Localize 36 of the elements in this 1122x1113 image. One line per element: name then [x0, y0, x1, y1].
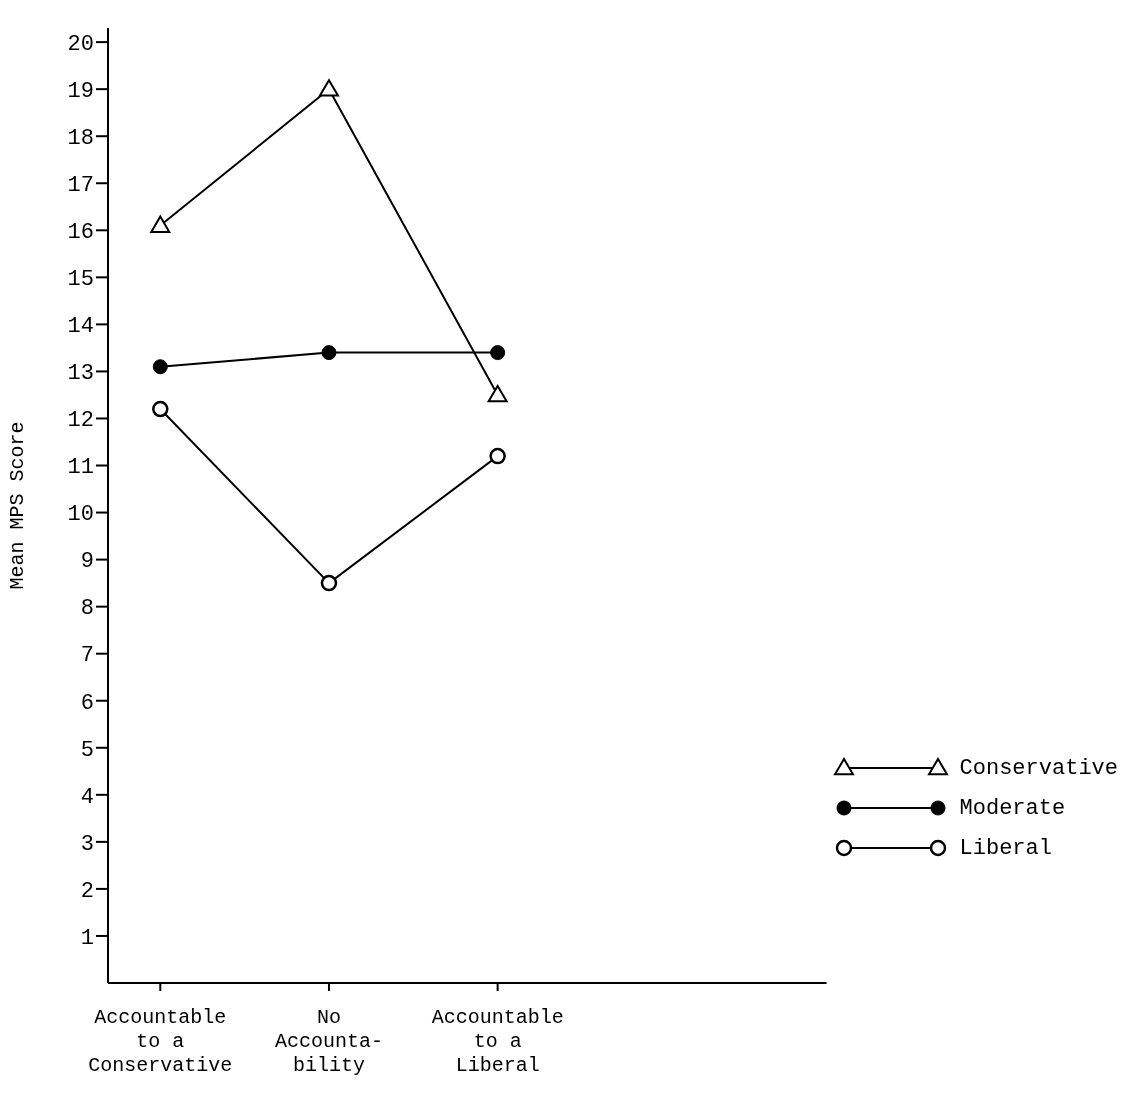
- point: [321, 345, 337, 361]
- x-tick-label: No Accounta- bility: [274, 1006, 383, 1077]
- x-tick-label: Accountable to a Conservative: [88, 1006, 233, 1077]
- legend-label: Conservative: [959, 755, 1118, 781]
- point: [152, 400, 169, 418]
- legend-label: Liberal: [959, 835, 1052, 861]
- y-tick-label: 17: [67, 173, 94, 199]
- point: [318, 79, 339, 97]
- y-tick-label: 20: [67, 31, 94, 57]
- y-tick-label: 15: [67, 267, 94, 293]
- x-tick-label: Accountable to a Liberal: [431, 1006, 564, 1077]
- y-tick-label: 16: [67, 220, 94, 246]
- y-axis-title: Mean MPS Score: [6, 421, 30, 590]
- point: [490, 345, 506, 361]
- y-tick-label: 8: [80, 596, 94, 622]
- y-tick-label: 14: [67, 314, 94, 340]
- y-tick-label: 19: [67, 78, 94, 104]
- point: [320, 574, 338, 592]
- y-tick-label: 11: [67, 455, 94, 481]
- point: [152, 359, 168, 375]
- y-tick-label: 1: [80, 925, 94, 951]
- y-tick-label: 5: [80, 737, 94, 763]
- y-tick-label: 4: [80, 784, 94, 810]
- y-tick-label: 10: [67, 502, 94, 528]
- y-tick-label: 18: [67, 126, 94, 152]
- point: [489, 447, 506, 465]
- y-tick-label: 6: [80, 690, 94, 716]
- y-tick-label: 3: [80, 831, 94, 857]
- y-tick-label: 7: [80, 643, 94, 669]
- y-tick-label: 2: [80, 878, 94, 904]
- point: [150, 215, 171, 233]
- y-tick-label: 12: [67, 408, 94, 434]
- legend-label: Moderate: [959, 795, 1066, 821]
- y-tick-label: 9: [80, 549, 94, 575]
- point: [487, 384, 508, 403]
- y-tick-label: 13: [67, 361, 94, 387]
